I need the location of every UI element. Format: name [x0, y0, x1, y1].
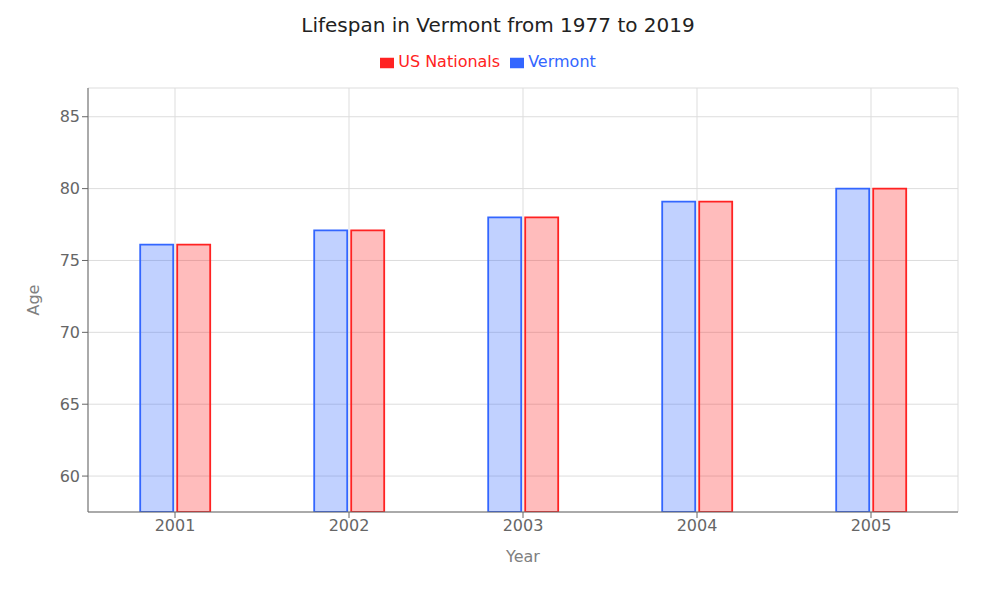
html-text:Lifespan in Vermont from 1977: Lifespan in Vermont from 1977 to 2019 — [301, 13, 695, 37]
svg-text:75: 75 — [60, 251, 80, 270]
html-text:US Nationals: US Nationals — [398, 52, 501, 71]
svg-text:65: 65 — [60, 395, 80, 414]
svg-text:Year: Year — [505, 547, 540, 566]
svg-text:70: 70 — [60, 323, 80, 342]
svg-text:2001: 2001 — [155, 516, 196, 535]
svg-text:85: 85 — [60, 107, 80, 126]
svg-text:2002: 2002 — [329, 516, 370, 535]
svg-text:Age: Age — [24, 285, 43, 316]
svg-text:2004: 2004 — [677, 516, 718, 535]
svg-text:60: 60 — [60, 467, 80, 486]
svg-text:80: 80 — [60, 179, 80, 198]
svg-text:2003: 2003 — [503, 516, 544, 535]
svg-text:2005: 2005 — [851, 516, 892, 535]
html-text:Vermont: Vermont — [528, 52, 596, 71]
